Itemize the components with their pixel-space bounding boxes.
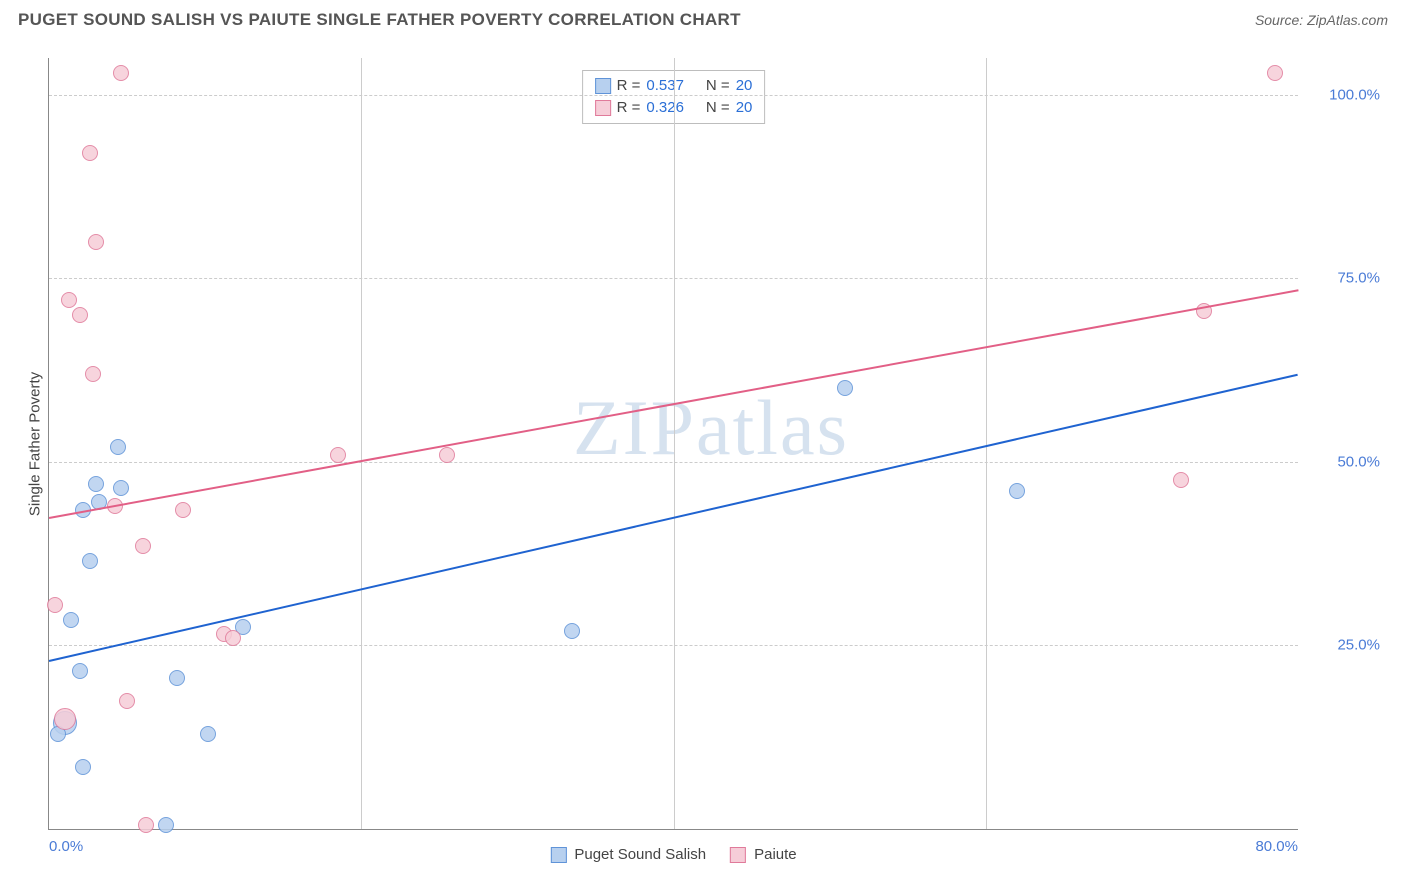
scatter-point (85, 366, 101, 382)
scatter-point (837, 380, 853, 396)
scatter-point (88, 234, 104, 250)
y-tick-label: 50.0% (1337, 453, 1380, 470)
scatter-point (200, 726, 216, 742)
n-label: N = (706, 75, 730, 97)
chart-container: ZIPatlas Single Father Poverty R = 0.537… (18, 44, 1388, 874)
legend-swatch (595, 78, 611, 94)
source-prefix: Source: (1255, 12, 1307, 28)
scatter-point (72, 663, 88, 679)
scatter-point (47, 597, 63, 613)
chart-title: PUGET SOUND SALISH VS PAIUTE SINGLE FATH… (18, 10, 741, 30)
y-axis-label: Single Father Poverty (27, 371, 44, 515)
legend-swatch (595, 100, 611, 116)
scatter-point (82, 145, 98, 161)
x-tick-label: 0.0% (49, 838, 83, 855)
gridline-v (361, 58, 362, 829)
scatter-point (1173, 472, 1189, 488)
scatter-point (88, 476, 104, 492)
r-value: 0.537 (646, 75, 684, 97)
gridline-v (674, 58, 675, 829)
r-label: R = (617, 75, 641, 97)
legend-series-label: Puget Sound Salish (574, 846, 706, 863)
scatter-point (138, 817, 154, 833)
y-tick-label: 75.0% (1337, 270, 1380, 287)
gridline-v (986, 58, 987, 829)
scatter-point (564, 623, 580, 639)
scatter-point (113, 480, 129, 496)
scatter-point (1267, 65, 1283, 81)
y-tick-label: 25.0% (1337, 637, 1380, 654)
legend-series-item: Paiute (730, 846, 797, 863)
scatter-point (225, 630, 241, 646)
scatter-point (439, 447, 455, 463)
scatter-point (169, 670, 185, 686)
plot-area: ZIPatlas Single Father Poverty R = 0.537… (48, 58, 1298, 830)
r-value: 0.326 (646, 97, 684, 119)
scatter-point (72, 307, 88, 323)
scatter-point (82, 553, 98, 569)
legend-series-item: Puget Sound Salish (550, 846, 706, 863)
legend-series: Puget Sound Salish Paiute (550, 846, 796, 863)
scatter-point (119, 693, 135, 709)
scatter-point (75, 759, 91, 775)
scatter-point (330, 447, 346, 463)
scatter-point (61, 292, 77, 308)
legend-series-label: Paiute (754, 846, 797, 863)
scatter-point (135, 538, 151, 554)
scatter-point (175, 502, 191, 518)
y-tick-label: 100.0% (1329, 86, 1380, 103)
n-value: 20 (736, 75, 753, 97)
scatter-point (113, 65, 129, 81)
scatter-point (63, 612, 79, 628)
scatter-point (110, 439, 126, 455)
scatter-point (1009, 483, 1025, 499)
r-label: R = (617, 97, 641, 119)
chart-header: PUGET SOUND SALISH VS PAIUTE SINGLE FATH… (0, 0, 1406, 36)
x-tick-label: 80.0% (1255, 838, 1298, 855)
scatter-point (54, 708, 76, 730)
legend-swatch (550, 847, 566, 863)
scatter-point (158, 817, 174, 833)
n-label: N = (706, 97, 730, 119)
source-attribution: Source: ZipAtlas.com (1255, 12, 1388, 28)
source-name: ZipAtlas.com (1307, 12, 1388, 28)
legend-swatch (730, 847, 746, 863)
n-value: 20 (736, 97, 753, 119)
